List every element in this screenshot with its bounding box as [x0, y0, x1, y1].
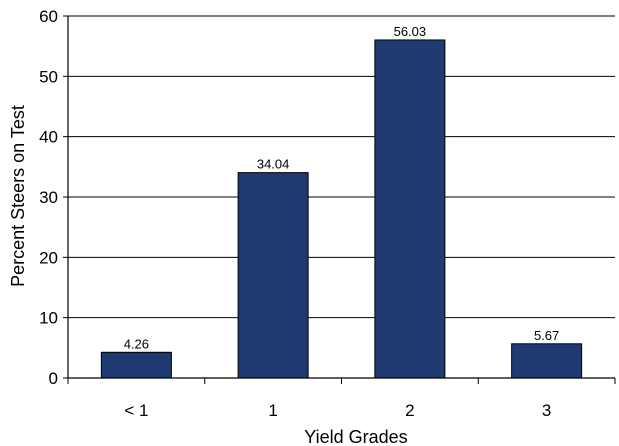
y-tick-label: 10 — [39, 309, 58, 328]
y-tick-label: 60 — [39, 7, 58, 26]
y-tick-label: 30 — [39, 188, 58, 207]
y-tick-label: 0 — [49, 369, 58, 388]
labels: 0 10 20 30 40 50 60 4.26 < 1 34.04 1 56.03 2 5.67 3 — [39, 7, 559, 420]
bar — [100, 351, 172, 379]
data-label: 56.03 — [394, 24, 427, 39]
y-tick-label: 50 — [39, 67, 58, 86]
y-tick-label: 40 — [39, 128, 58, 147]
gridlines — [68, 15, 615, 319]
data-label: 34.04 — [257, 157, 290, 172]
bars — [100, 39, 583, 379]
x-tick-label: 1 — [268, 401, 277, 420]
bar — [374, 39, 446, 379]
y-tick-label: 20 — [39, 248, 58, 267]
data-label: 5.67 — [534, 328, 559, 343]
y-axis-title: Percent Steers on Test — [8, 105, 28, 287]
x-tick-label: < 1 — [124, 401, 148, 420]
axes — [63, 15, 616, 384]
bar — [511, 343, 583, 379]
bar — [237, 172, 309, 379]
x-tick-label: 2 — [405, 401, 414, 420]
data-label: 4.26 — [124, 336, 149, 351]
x-tick-label: 3 — [542, 401, 551, 420]
x-axis-title: Yield Grades — [304, 427, 407, 446]
